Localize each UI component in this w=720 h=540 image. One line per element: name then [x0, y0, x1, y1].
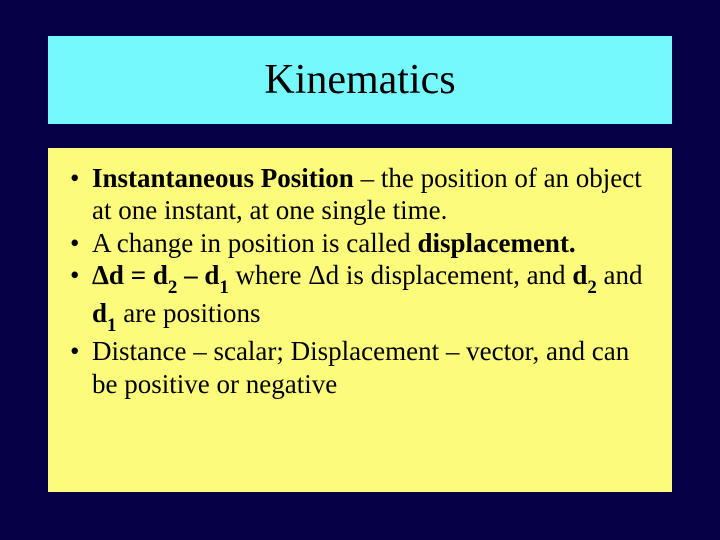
formula-part: – d — [177, 260, 219, 290]
content-box: Instantaneous Position – the position of… — [48, 148, 672, 492]
bold-term: Instantaneous Position — [92, 163, 354, 193]
bullet-text: where Δd is displacement, and — [229, 260, 573, 290]
list-item: Instantaneous Position – the position of… — [68, 162, 652, 227]
formula-part: d — [92, 298, 107, 328]
list-item: Δd = d2 – d1 where Δd is displacement, a… — [68, 259, 652, 335]
bullet-text: are positions — [116, 298, 260, 328]
subscript: 2 — [587, 277, 596, 298]
list-item: Distance – scalar; Displacement – vector… — [68, 335, 652, 400]
subscript: 2 — [168, 277, 177, 298]
bullet-text: Distance – scalar; Displacement – vector… — [92, 336, 629, 398]
slide-title: Kinematics — [264, 56, 455, 104]
formula-part: d — [572, 260, 587, 290]
title-box: Kinematics — [48, 36, 672, 124]
subscript: 1 — [219, 277, 228, 298]
bullet-text: A change in position is called — [92, 228, 417, 258]
list-item: A change in position is called displacem… — [68, 227, 652, 259]
bullet-text: and — [597, 260, 643, 290]
bold-term: displacement. — [417, 228, 575, 258]
subscript: 1 — [107, 315, 116, 336]
bullet-list: Instantaneous Position – the position of… — [68, 162, 652, 400]
formula-part: Δd = d — [92, 260, 168, 290]
